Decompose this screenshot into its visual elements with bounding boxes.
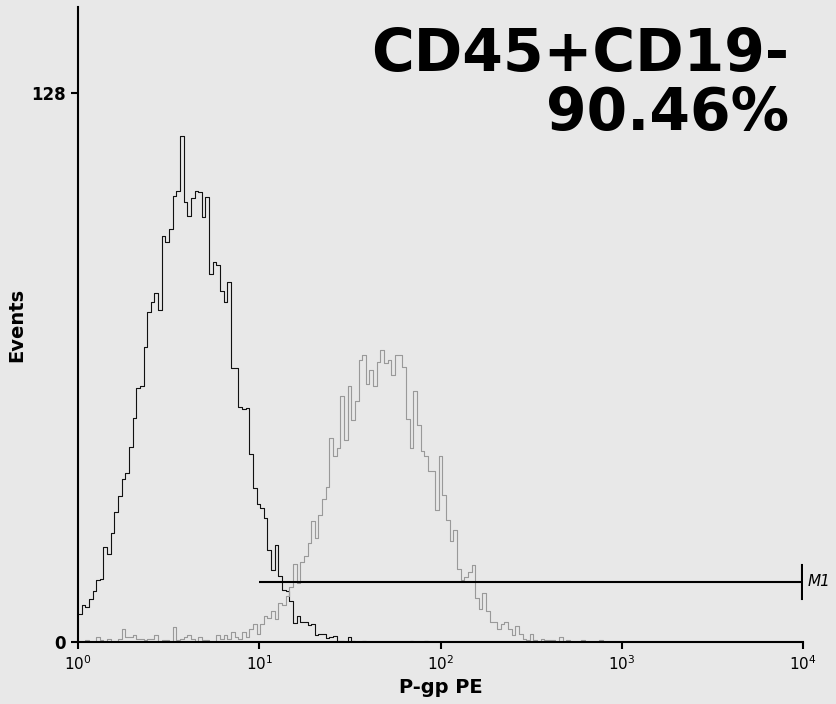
Y-axis label: Events: Events <box>7 287 26 362</box>
Text: CD45+CD19-
90.46%: CD45+CD19- 90.46% <box>370 26 788 142</box>
X-axis label: P-gp PE: P-gp PE <box>398 678 482 697</box>
Text: M1: M1 <box>807 574 829 589</box>
